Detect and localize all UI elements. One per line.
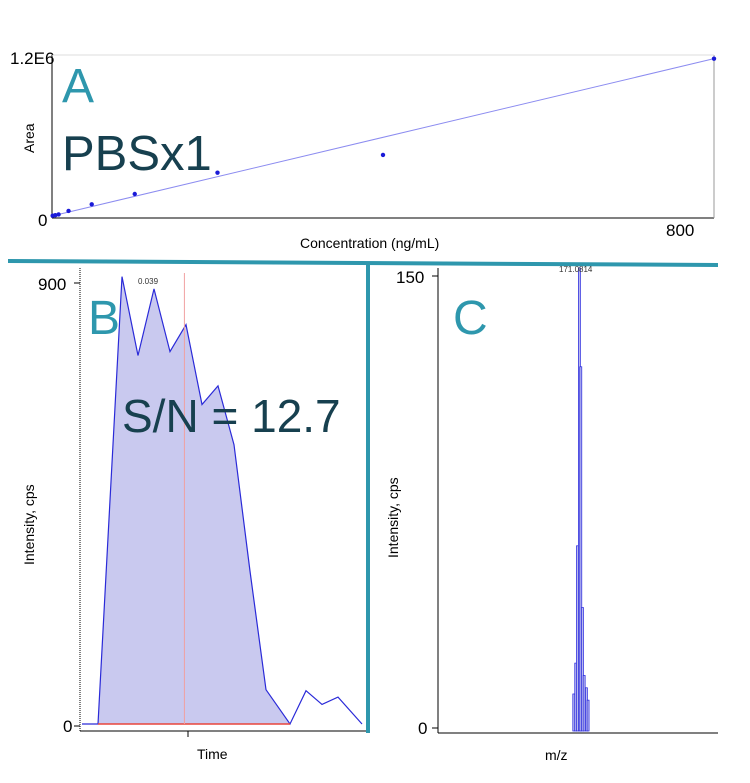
panel-a-ylabel: Area	[21, 123, 37, 153]
panel-c-peak-label: 171.0814	[559, 265, 593, 274]
panel-b-annotation: S/N = 12.7	[122, 390, 341, 442]
panel-c-bar-5	[581, 607, 584, 732]
panel-a-point-8	[711, 56, 717, 61]
panel-b-ytick-zero: 0	[63, 717, 72, 736]
panel-c-bar-6	[582, 675, 586, 732]
panel-b-peak-label: 0.039	[138, 277, 159, 286]
panel-c-ytick-150: 150	[396, 268, 424, 287]
panel-c-spectrum	[572, 267, 590, 732]
panel-a-point-1	[53, 213, 58, 218]
panel-c-bar-8	[586, 699, 590, 732]
panel-b-trace	[82, 276, 363, 726]
panel-a-letter: A	[62, 60, 94, 113]
panel-c-xlabel: m/z	[545, 747, 568, 763]
divider-horizontal	[7, 259, 719, 267]
panel-b-ylabel: Intensity, cps	[21, 484, 37, 565]
panel-b-peak-area	[98, 276, 290, 724]
panel-c-bar-4	[579, 366, 583, 732]
panel-a-xlabel: Concentration (ng/mL)	[300, 235, 439, 251]
panel-c-letter: C	[453, 292, 488, 345]
panel-b: 900 0 Time Intensity, cps 0.039 B S/N = …	[21, 268, 366, 762]
panel-c-ylabel: Intensity, cps	[385, 477, 401, 558]
panel-a: 1.2E6 0 800 Concentration (ng/mL) Area A…	[10, 49, 717, 251]
panel-a-point-3	[66, 208, 71, 214]
panel-c-ytick-zero: 0	[418, 719, 427, 738]
panel-a-points	[50, 56, 717, 218]
panel-b-xlabel: Time	[197, 746, 228, 762]
panel-a-point-7	[380, 152, 386, 158]
panel-a-point-2	[56, 212, 61, 217]
panel-a-point-5	[132, 191, 137, 197]
panel-b-ytick-900: 900	[38, 275, 66, 294]
panel-a-point-6	[215, 170, 220, 175]
panel-b-letter: B	[88, 292, 120, 345]
panel-a-fit-line	[51, 58, 715, 217]
panel-a-xtick-800: 800	[666, 221, 694, 240]
panel-a-ytick-top: 1.2E6	[10, 49, 54, 68]
panel-a-ytick-zero: 0	[38, 211, 47, 230]
panel-a-annotation: PBSx1	[62, 127, 212, 181]
panel-a-point-4	[89, 202, 94, 207]
panel-c: 150 0 m/z Intensity, cps 171.0814 C	[385, 265, 718, 763]
